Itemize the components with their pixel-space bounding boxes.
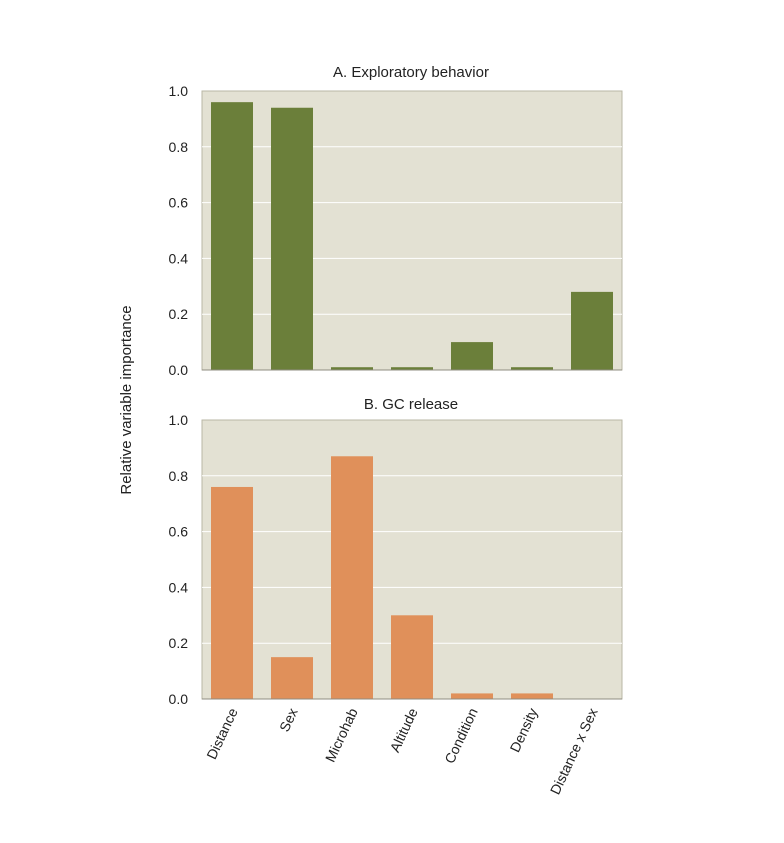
x-tick-label: Distance x Sex (547, 706, 601, 797)
panel-gc-release: B. GC release 0.0 0.2 0.4 0.6 0.8 1.0 (169, 396, 623, 707)
x-tick-label: Microhab (322, 705, 361, 764)
y-tick-label-a: 0.2 (169, 306, 189, 322)
bar-a-distance-x-sex (571, 291, 613, 370)
bar-b-distance (211, 486, 253, 699)
category-labels: Distance Sex Microhab Altitude Condition Dens… (203, 705, 601, 797)
plot-area-a (201, 90, 623, 371)
y-tick-label-a: 0.6 (169, 195, 189, 211)
y-tick-label-a: 0.8 (169, 139, 189, 155)
y-tick-label-a: 1.0 (169, 83, 189, 99)
bar-a-distance (211, 102, 253, 370)
bar-a-microhab (331, 367, 373, 370)
bar-a-altitude (391, 367, 433, 370)
panel-exploratory-behavior: A. Exploratory behavior 0.0 0.2 0.4 0.6 0.8 1… (169, 64, 623, 378)
x-tick-label: Condition (441, 706, 481, 766)
y-tick-label-a: 0.4 (169, 250, 189, 266)
bar-b-sex (271, 657, 313, 699)
bar-a-density (511, 367, 553, 370)
y-tick-label-b: 0.6 (169, 524, 189, 540)
x-tick-label: Sex (276, 706, 301, 735)
y-tick-label-b: 0.0 (169, 691, 189, 707)
x-tick-label: Density (506, 706, 540, 755)
y-tick-label-b: 0.4 (169, 579, 189, 595)
x-tick-label: Distance (203, 705, 241, 761)
y-tick-label-b: 0.8 (169, 468, 189, 484)
y-tick-label-a: 0.0 (169, 362, 189, 378)
bar-a-condition (451, 342, 493, 370)
panel-b-title: B. GC release (364, 396, 458, 413)
y-tick-label-b: 0.2 (169, 635, 189, 651)
y-tick-label-b: 1.0 (169, 412, 189, 428)
panel-a-title: A. Exploratory behavior (333, 64, 489, 81)
bar-b-altitude (391, 615, 433, 699)
x-tick-label: Altitude (386, 705, 420, 754)
bar-b-condition (451, 693, 493, 699)
bar-b-microhab (331, 456, 373, 699)
bar-b-density (511, 693, 553, 699)
bar-a-sex (271, 107, 313, 371)
y-axis-title: Relative variable importance (118, 305, 135, 494)
